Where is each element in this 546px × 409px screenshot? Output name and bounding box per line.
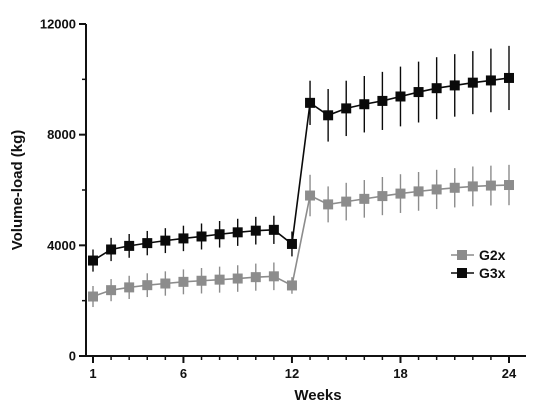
y-tick-label: 0 [69, 349, 76, 364]
data-point [178, 233, 189, 244]
data-point [142, 238, 153, 249]
x-tick-label: 24 [502, 366, 517, 381]
data-point [286, 280, 297, 291]
data-point [504, 72, 514, 83]
series-g3x [88, 45, 514, 272]
data-point [286, 238, 297, 249]
legend-marker [457, 268, 467, 278]
data-point [449, 182, 460, 193]
data-point [431, 184, 442, 195]
data-point [142, 280, 153, 291]
x-tick-label: 6 [180, 366, 187, 381]
axes: 0 4000 8000 12000 1 6 12 18 24 [40, 17, 526, 381]
data-point [106, 285, 117, 296]
data-point [196, 275, 207, 286]
data-point [305, 190, 316, 201]
legend-item-g3x: G3x [451, 265, 506, 281]
data-point [305, 97, 316, 108]
data-point [160, 235, 171, 246]
data-point [268, 224, 279, 235]
legend-marker [457, 250, 467, 260]
data-point [232, 273, 243, 284]
data-point [377, 191, 388, 202]
legend-item-g2x: G2x [451, 247, 506, 263]
data-point [359, 193, 370, 204]
x-axis-title: Weeks [294, 387, 341, 404]
series-layer [88, 45, 514, 308]
data-point [268, 271, 279, 282]
series-line [92, 77, 510, 262]
data-point [214, 229, 225, 240]
y-tick-label: 8000 [47, 127, 76, 142]
data-point [178, 276, 189, 287]
legend-label: G3x [479, 265, 506, 281]
x-tick-label: 12 [285, 366, 299, 381]
data-point [485, 75, 496, 86]
data-point [377, 95, 388, 106]
legend-label: G2x [479, 247, 506, 263]
data-point [431, 83, 442, 94]
y-tick-label: 4000 [47, 238, 76, 253]
data-point [395, 91, 406, 102]
data-point [449, 80, 460, 91]
data-point [88, 255, 98, 266]
data-point [124, 282, 135, 293]
data-point [413, 87, 424, 98]
y-axis-title: Volume-load (kg) [9, 130, 26, 251]
data-point [359, 99, 370, 110]
data-point [250, 272, 261, 283]
data-point [395, 188, 406, 199]
data-point [341, 196, 352, 207]
data-point [485, 180, 496, 191]
data-point [196, 231, 207, 242]
data-point [106, 244, 117, 255]
data-point [504, 180, 514, 191]
data-point [250, 225, 261, 236]
data-point [341, 103, 352, 114]
data-point [467, 77, 478, 88]
y-tick-label: 12000 [40, 17, 76, 32]
x-tick-label: 1 [89, 366, 96, 381]
data-point [88, 291, 98, 302]
series-g2x [88, 164, 514, 308]
data-point [413, 186, 424, 197]
data-point [160, 278, 171, 289]
data-point [323, 199, 334, 210]
data-point [214, 274, 225, 285]
data-point [467, 181, 478, 192]
data-point [232, 227, 243, 238]
data-point [323, 110, 334, 121]
x-tick-label: 18 [393, 366, 407, 381]
series-line [92, 184, 510, 298]
data-point [124, 240, 135, 251]
